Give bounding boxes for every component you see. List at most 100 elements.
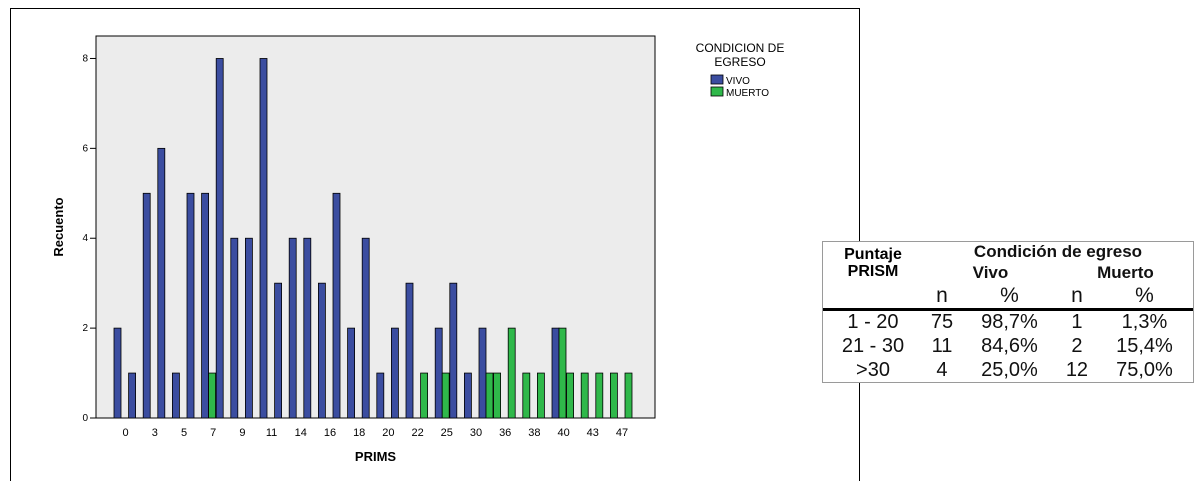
bar-muerto (420, 372, 429, 419)
bar-vivo (171, 372, 180, 419)
muerto-n-cell: 12 (1065, 358, 1089, 381)
subheader-n-vivo: n (936, 283, 948, 307)
row-header-cell: Puntaje PRISM (823, 242, 923, 283)
bar-vivo (376, 372, 385, 419)
y-tick-label: 6 (82, 143, 88, 154)
bar-vivo (128, 372, 137, 419)
muerto-n-cell: 1 (1057, 307, 1096, 335)
group-header: Condición de egreso (973, 242, 1143, 262)
x-tick-label: 38 (528, 427, 540, 439)
vivo-pct-cell: 98,7% (960, 307, 1058, 335)
bar-vivo (259, 58, 268, 419)
range-cell: 21 - 30 (841, 334, 905, 357)
vivo-n-cell: 11 (931, 334, 953, 357)
bar-muerto (485, 372, 494, 419)
row-header-line-1: Puntaje (844, 245, 902, 263)
bar-vivo (405, 282, 414, 419)
x-tick-label: 47 (616, 427, 628, 439)
vivo-n-cell: 4 (936, 358, 948, 381)
bar-vivo (478, 327, 487, 419)
summary-table: Puntaje PRISM Condición de egreso Vivo M… (823, 242, 1193, 382)
bar-vivo (230, 237, 239, 419)
bar-muerto (522, 372, 531, 419)
x-tick-label: 36 (499, 427, 511, 439)
x-axis-title: PRIMS (355, 449, 397, 464)
legend-title: CONDICION DE (696, 41, 785, 55)
bar-muerto (493, 372, 502, 419)
bar-muerto (208, 372, 217, 419)
subheader-n-muerto: n (1071, 283, 1083, 307)
bar-vivo (551, 327, 560, 419)
bar-vivo (142, 192, 151, 419)
x-tick-label: 25 (441, 427, 453, 439)
muerto-pct-cell: 15,4% (1116, 334, 1173, 357)
blank-cell (823, 283, 923, 309)
x-tick-label: 7 (210, 427, 216, 439)
table-row: >30 4 25,0% 12 75,0% (823, 358, 1193, 382)
bar-muerto (610, 372, 618, 419)
bar-vivo (449, 282, 458, 419)
bar-chart: 0 2 4 6 8 0 3 5 7 9 11 14 16 18 20 22 25 30 36 38 40 43 47 PRIM… (51, 35, 785, 464)
vivo-n-cell: 75 (922, 307, 961, 335)
legend-label: MUERTO (726, 88, 769, 99)
y-axis-title: Recuento (51, 197, 66, 256)
x-tick-label: 22 (411, 427, 423, 439)
x-tick-label: 20 (382, 427, 394, 439)
x-tick-label: 30 (470, 427, 482, 439)
bar-vivo (317, 282, 326, 419)
bar-vivo (113, 327, 122, 419)
plot-area (95, 35, 656, 419)
muerto-pct-cell: 75,0% (1116, 358, 1173, 381)
x-tick-label: 3 (152, 427, 158, 439)
bar-vivo (332, 192, 341, 419)
bar-muerto (537, 372, 545, 419)
bar-vivo (186, 192, 195, 419)
x-tick-label: 14 (295, 427, 307, 439)
col-header-vivo: Vivo (972, 262, 1009, 282)
table-row: 1 - 20 75 98,7% 1 1,3% (823, 307, 1193, 335)
bar-muerto (558, 327, 567, 419)
legend-swatch (710, 74, 724, 85)
bar-vivo (463, 372, 472, 419)
legend-title-line-2: EGRESO (714, 55, 765, 69)
vivo-pct-cell: 25,0% (981, 358, 1038, 381)
row-header-line-2: PRISM (847, 262, 899, 280)
bar-muerto (580, 372, 589, 419)
bar-vivo (201, 192, 210, 419)
y-tick-label: 2 (82, 323, 88, 334)
range-cell: >30 (856, 358, 890, 381)
x-tick-label: 0 (123, 427, 129, 439)
col-header-muerto: Muerto (1097, 262, 1154, 282)
y-tick-label: 0 (82, 413, 88, 424)
bar-vivo (361, 237, 370, 419)
x-tick-label: 40 (557, 427, 569, 439)
y-tick-label: 4 (82, 233, 88, 244)
x-tick-label: 11 (266, 427, 277, 439)
bar-vivo (288, 237, 297, 419)
y-tick-label: 8 (82, 53, 88, 64)
range-cell: 1 - 20 (823, 307, 923, 335)
bar-vivo (215, 58, 224, 419)
subheader-pct-muerto: % (1135, 283, 1154, 307)
muerto-pct-cell: 1,3% (1095, 307, 1193, 335)
bar-vivo (390, 327, 399, 419)
bar-vivo (303, 237, 312, 419)
x-tick-label: 18 (353, 427, 365, 439)
bar-vivo (157, 147, 166, 419)
bar-muerto (566, 372, 574, 419)
bar-muerto (624, 372, 633, 419)
muerto-n-cell: 2 (1071, 334, 1083, 357)
bar-vivo (434, 327, 443, 419)
vivo-pct-cell: 84,6% (981, 334, 1038, 357)
bar-vivo (274, 282, 283, 419)
bar-vivo (347, 327, 356, 419)
legend-label: VIVO (726, 76, 750, 87)
table-row: 21 - 30 11 84,6% 2 15,4% (823, 335, 1193, 359)
legend-swatch (710, 86, 724, 97)
subheader-pct-vivo: % (1000, 283, 1019, 307)
x-tick-label: 5 (181, 427, 187, 439)
bar-muerto (595, 372, 604, 419)
x-tick-label: 43 (587, 427, 599, 439)
x-tick-label: 16 (324, 427, 336, 439)
